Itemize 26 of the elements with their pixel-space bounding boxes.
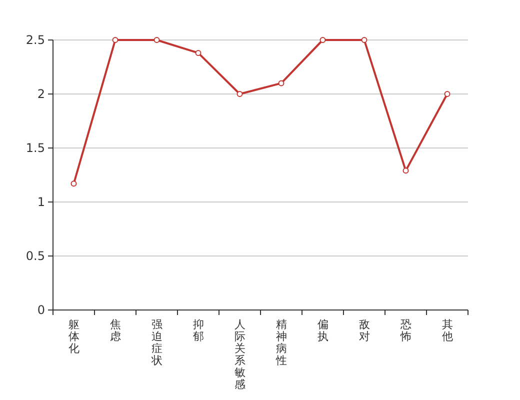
x-tick-label: 强迫症状 — [150, 318, 162, 367]
point — [361, 37, 368, 43]
y-tick-label: 1.5 — [26, 141, 45, 156]
x-tick-label: 其他 — [442, 318, 453, 343]
point — [195, 50, 202, 56]
x-tick-label: 精神病性 — [274, 318, 287, 367]
x-tick-label: 抑郁 — [192, 318, 204, 343]
point — [236, 91, 243, 97]
x-tick-label: 敌对 — [358, 318, 370, 343]
point — [278, 80, 284, 86]
x-tick-label: 人际关系敏感 — [234, 318, 246, 391]
x-tick-label: 偏执 — [317, 318, 328, 343]
y-tick-label: 2.5 — [26, 33, 45, 48]
point — [444, 91, 450, 97]
y-tick-label: 2 — [37, 87, 45, 102]
point — [70, 180, 77, 187]
y-tick-label: 0 — [37, 303, 45, 318]
point — [154, 37, 160, 43]
point — [112, 37, 118, 43]
x-tick-label: 焦虑 — [110, 318, 121, 343]
point — [320, 37, 326, 43]
y-tick-label: 0.5 — [26, 249, 45, 264]
x-tick-label: 恐怖 — [399, 318, 412, 343]
y-tick-label: 1 — [37, 195, 45, 210]
point — [402, 168, 409, 174]
x-tick-label: 躯体化 — [68, 318, 80, 355]
